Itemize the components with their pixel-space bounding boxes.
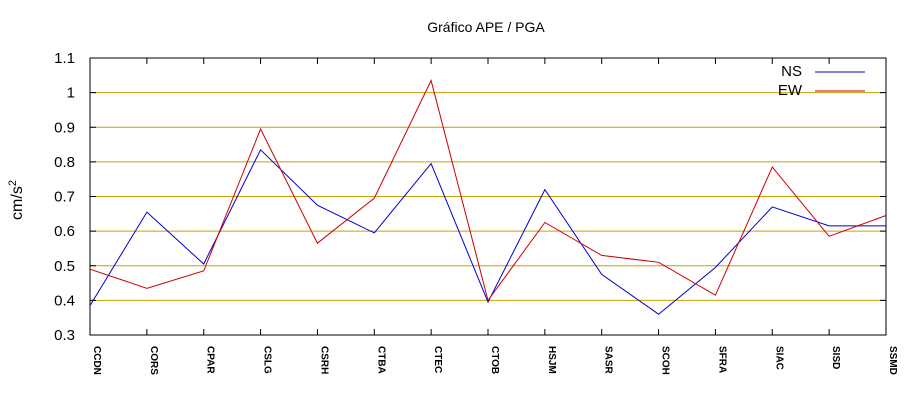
x-tick-label: SISD: [830, 346, 841, 369]
x-tick-label: SIAC: [773, 346, 784, 370]
x-tick-label: CORS: [148, 346, 159, 375]
legend-label-ew: EW: [778, 82, 803, 99]
y-tick-label: 0.6: [54, 223, 75, 240]
x-tick-label: CTBA: [375, 346, 386, 374]
x-tick-label: CCDN: [91, 346, 102, 375]
x-tick-label: SSMD: [887, 346, 898, 375]
x-tick-label: CSLG: [262, 346, 273, 374]
x-tick-label: CTOB: [489, 346, 500, 374]
chart-title: Gráfico APE / PGA: [427, 19, 545, 35]
series-line-ns: [89, 148, 886, 315]
y-tick-label: 0.7: [54, 189, 75, 206]
y-axis-label-superscript: 2: [7, 180, 19, 186]
y-tick-label: 1: [67, 85, 75, 102]
x-axis-ticks: CCDN CORS CPAR CSLG CSRH CTBA CTEC CTOB HSJM SASR…: [89, 58, 898, 375]
y-tick-label: 0.8: [54, 154, 75, 171]
x-tick-label: CPAR: [205, 346, 216, 374]
x-tick-label: CTEC: [432, 346, 443, 373]
legend-label-ns: NS: [781, 63, 802, 80]
x-tick-label: HSJM: [546, 346, 557, 374]
x-tick-label: SCOH: [660, 346, 671, 375]
y-axis-label-unit: cm/s: [9, 186, 26, 220]
series-layer: [89, 79, 887, 315]
legend: NS EW: [778, 63, 865, 99]
y-tick-label: 0.5: [54, 258, 75, 275]
grid-layer: [90, 92, 886, 301]
x-tick-label: SFRA: [716, 346, 727, 373]
x-tick-label: CSRH: [318, 346, 329, 374]
y-tick-label: 0.4: [54, 292, 75, 309]
y-tick-label: 1.1: [54, 50, 75, 67]
series-line-ew: [89, 79, 887, 302]
y-axis-label: cm/s2: [7, 180, 26, 220]
x-tick-label: SASR: [603, 346, 614, 375]
y-tick-label: 0.3: [54, 327, 75, 344]
y-tick-label: 0.9: [54, 119, 75, 136]
